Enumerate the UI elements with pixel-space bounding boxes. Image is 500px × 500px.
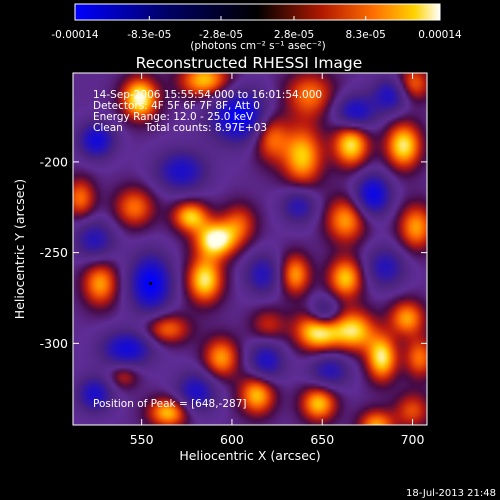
y-tick-labels: -200 -250 -300: [40, 154, 68, 350]
image-area: [72, 72, 428, 426]
y-tick-label: -300: [40, 336, 68, 351]
colorbar-tick-label: -8.3e-05: [127, 29, 171, 41]
x-tick-label: 600: [220, 432, 244, 447]
plot-frame: [72, 72, 428, 426]
colorbar-tick-label: 8.3e-05: [346, 29, 386, 41]
colorbar-unit-label: (photons cm⁻² s⁻¹ asec⁻²): [190, 40, 325, 52]
y-tick-label: -250: [40, 245, 68, 260]
y-axis-label: Heliocentric Y (arcsec): [12, 179, 27, 319]
x-tick-label: 700: [401, 432, 425, 447]
x-tick-label: 550: [130, 432, 154, 447]
colorbar-tick-label: -0.00014: [51, 29, 99, 41]
chart-title: Reconstructed RHESSI Image: [136, 54, 363, 72]
heatmap-image: [73, 73, 427, 425]
colorbar-ticks: -0.00014 -8.3e-05 -2.8e-05 2.8e-05 8.3e-05 0.…: [51, 16, 462, 41]
footer-timestamp: 18-Jul-2013 21:48: [406, 488, 496, 499]
annotation-energy: Energy Range: 12.0 - 25.0 keV: [93, 111, 254, 123]
colorbar: -0.00014 -8.3e-05 -2.8e-05 2.8e-05 8.3e-05 0.…: [51, 3, 462, 52]
image-annotations: 14-Sep-2006 15:55:54.000 to 16:01:54.000…: [93, 89, 322, 410]
peak-marker-dot: [149, 281, 153, 286]
x-tick-label: 650: [310, 432, 334, 447]
colorbar-tick-label: -2.8e-05: [199, 29, 243, 41]
annotation-counts: Total counts: 8.97E+03: [144, 122, 267, 134]
colorbar-tick-label: 2.8e-05: [274, 29, 314, 41]
annotation-peak: Position of Peak = [648,-287]: [93, 398, 247, 410]
axis-ticks: [73, 73, 427, 425]
annotation-detectors: Detectors: 4F 5F 6F 7F 8F, Att 0: [93, 100, 260, 112]
colorbar-tick-label: 0.00014: [418, 29, 462, 41]
y-tick-label: -200: [40, 154, 68, 169]
colorbar-gradient: [74, 3, 441, 21]
peak-marker: [149, 281, 153, 286]
annotation-method: Clean: [93, 122, 123, 134]
x-tick-labels: 550 600 650 700: [130, 432, 425, 447]
x-axis-label: Heliocentric X (arcsec): [179, 448, 320, 463]
annotation-time: 14-Sep-2006 15:55:54.000 to 16:01:54.000: [93, 89, 322, 101]
